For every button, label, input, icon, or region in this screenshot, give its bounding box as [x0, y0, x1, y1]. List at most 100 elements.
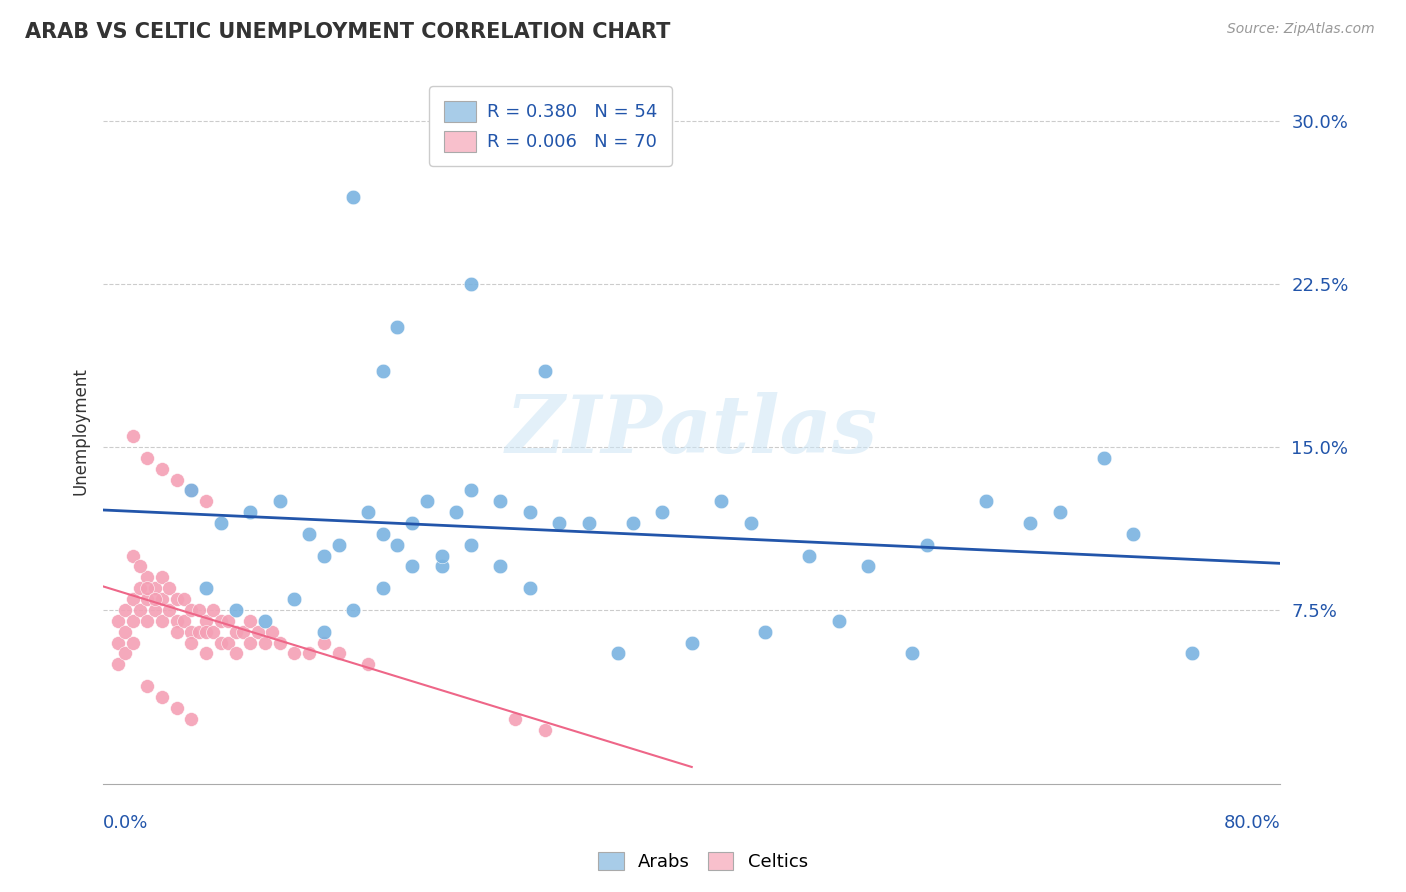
Point: [342, 190, 364, 204]
Point: [209, 614, 232, 628]
Point: [357, 657, 380, 672]
Point: [239, 505, 262, 519]
Point: [533, 723, 555, 737]
Point: [548, 516, 571, 530]
Point: [195, 647, 218, 661]
Point: [129, 603, 152, 617]
Point: [519, 581, 541, 595]
Point: [489, 559, 512, 574]
Point: [180, 483, 202, 498]
Point: [157, 603, 180, 617]
Point: [312, 549, 335, 563]
Point: [446, 505, 468, 519]
Point: [114, 603, 136, 617]
Point: [136, 679, 159, 693]
Y-axis label: Unemployment: Unemployment: [72, 367, 89, 494]
Point: [578, 516, 600, 530]
Legend: R = 0.380   N = 54, R = 0.006   N = 70: R = 0.380 N = 54, R = 0.006 N = 70: [429, 87, 672, 166]
Point: [150, 614, 173, 628]
Point: [180, 603, 202, 617]
Point: [166, 473, 188, 487]
Point: [202, 624, 225, 639]
Point: [107, 614, 129, 628]
Point: [173, 614, 195, 628]
Point: [209, 516, 232, 530]
Point: [166, 700, 188, 714]
Point: [1122, 527, 1144, 541]
Point: [681, 635, 703, 649]
Point: [209, 635, 232, 649]
Point: [828, 614, 851, 628]
Point: [253, 635, 276, 649]
Point: [387, 538, 409, 552]
Point: [269, 635, 291, 649]
Point: [974, 494, 997, 508]
Point: [225, 603, 247, 617]
Point: [607, 647, 630, 661]
Point: [180, 483, 202, 498]
Point: [180, 635, 202, 649]
Point: [202, 603, 225, 617]
Point: [136, 581, 159, 595]
Point: [799, 549, 821, 563]
Point: [858, 559, 880, 574]
Point: [121, 429, 143, 443]
Point: [915, 538, 938, 552]
Point: [416, 494, 439, 508]
Point: [136, 450, 159, 465]
Point: [157, 581, 180, 595]
Point: [225, 647, 247, 661]
Text: 0.0%: 0.0%: [103, 814, 149, 832]
Point: [710, 494, 733, 508]
Point: [503, 712, 526, 726]
Point: [114, 647, 136, 661]
Point: [166, 614, 188, 628]
Point: [430, 559, 453, 574]
Point: [195, 614, 218, 628]
Point: [312, 624, 335, 639]
Point: [150, 592, 173, 607]
Point: [342, 603, 364, 617]
Point: [129, 559, 152, 574]
Point: [283, 647, 305, 661]
Point: [298, 647, 321, 661]
Point: [136, 614, 159, 628]
Point: [129, 581, 152, 595]
Point: [166, 624, 188, 639]
Point: [283, 592, 305, 607]
Point: [460, 538, 482, 552]
Point: [519, 505, 541, 519]
Point: [371, 364, 394, 378]
Text: Source: ZipAtlas.com: Source: ZipAtlas.com: [1227, 22, 1375, 37]
Text: 80.0%: 80.0%: [1223, 814, 1281, 832]
Point: [217, 635, 239, 649]
Point: [150, 461, 173, 475]
Point: [150, 690, 173, 704]
Point: [312, 635, 335, 649]
Point: [239, 635, 262, 649]
Point: [107, 635, 129, 649]
Point: [430, 549, 453, 563]
Point: [262, 624, 284, 639]
Point: [143, 592, 166, 607]
Point: [232, 624, 254, 639]
Point: [371, 581, 394, 595]
Point: [225, 624, 247, 639]
Point: [121, 614, 143, 628]
Point: [187, 603, 209, 617]
Point: [107, 657, 129, 672]
Point: [651, 505, 673, 519]
Point: [136, 570, 159, 584]
Point: [533, 364, 555, 378]
Point: [401, 559, 423, 574]
Point: [121, 635, 143, 649]
Point: [217, 614, 239, 628]
Point: [195, 494, 218, 508]
Point: [387, 320, 409, 334]
Point: [114, 624, 136, 639]
Point: [460, 483, 482, 498]
Point: [121, 549, 143, 563]
Point: [121, 592, 143, 607]
Point: [180, 624, 202, 639]
Point: [173, 592, 195, 607]
